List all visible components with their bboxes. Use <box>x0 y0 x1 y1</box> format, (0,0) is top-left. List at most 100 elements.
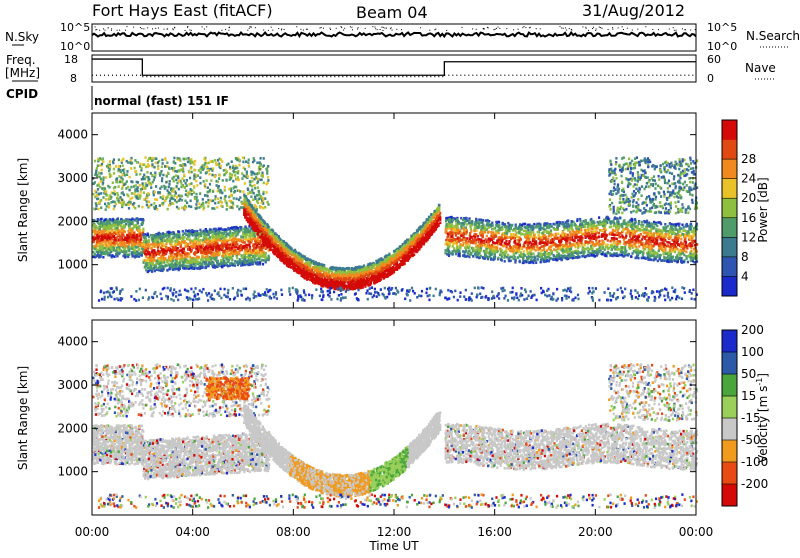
echo-cell <box>581 236 583 239</box>
echo-cell <box>147 259 149 262</box>
echo-cell <box>454 238 456 241</box>
echo-cell <box>549 225 551 228</box>
echo-cell <box>113 232 115 235</box>
echo-cell <box>121 250 123 253</box>
echo-cell <box>121 234 123 237</box>
echo-cell <box>559 222 561 225</box>
echo-cell <box>482 227 484 230</box>
echo-cell <box>645 242 647 245</box>
noise-dot <box>249 28 250 29</box>
echo-cell <box>213 257 215 260</box>
noise-dot <box>637 29 638 30</box>
echo-cell <box>556 255 558 258</box>
echo-cell <box>222 255 224 258</box>
echo-cell <box>99 250 101 253</box>
echo-cell <box>574 243 576 246</box>
freq-label-line2: [MHz] <box>5 66 40 80</box>
echo-cell <box>470 252 472 255</box>
echo-cell <box>231 235 233 238</box>
noise-dot <box>375 27 376 28</box>
echo-cell <box>489 248 491 251</box>
echo-cell <box>655 230 657 233</box>
echo-cell <box>456 241 458 244</box>
echo-cell <box>536 225 538 228</box>
echo-cell <box>134 226 136 229</box>
noise-dot <box>321 27 322 28</box>
echo-cell <box>460 227 462 230</box>
echo-cell <box>523 254 525 257</box>
echo-cell <box>111 249 113 252</box>
echo-cell <box>656 239 658 242</box>
echo-cell <box>172 260 174 263</box>
echo-cell <box>242 239 244 242</box>
echo-cell <box>116 250 118 253</box>
echo-cell <box>168 231 170 234</box>
echo-cell <box>132 227 134 230</box>
echo-cell <box>220 237 222 240</box>
echo-cell <box>470 230 472 233</box>
noise-dot <box>191 30 192 31</box>
echo-cell <box>555 235 557 238</box>
echo-cell <box>176 264 178 267</box>
noise-dot <box>187 27 188 28</box>
echo-cell <box>107 244 109 247</box>
echo-cell <box>119 238 121 241</box>
echo-cell <box>501 253 503 256</box>
echo-cell <box>482 235 484 238</box>
echo-cell <box>535 242 537 245</box>
noise-dot <box>401 29 402 30</box>
echo-cell <box>689 227 691 230</box>
noise-dot <box>472 28 473 29</box>
echo-cell <box>689 237 691 240</box>
echo-cell <box>215 233 217 236</box>
echo-cell <box>650 241 652 244</box>
echo-cell <box>650 230 652 233</box>
echo-cell <box>121 244 123 247</box>
echo-cell <box>123 243 125 246</box>
noise-dot <box>599 27 600 28</box>
echo-cell <box>122 255 124 258</box>
echo-cell <box>629 235 631 238</box>
echo-cell <box>638 245 640 248</box>
echo-cell <box>108 237 110 240</box>
echo-cell <box>506 232 508 235</box>
noise-dot <box>596 29 597 30</box>
echo-cell <box>116 227 118 230</box>
echo-cell <box>618 236 620 239</box>
echo-cell <box>213 238 215 241</box>
echo-cell <box>463 242 465 245</box>
echo-cell <box>671 239 673 242</box>
echo-cell <box>205 264 207 267</box>
echo-cell <box>594 234 596 237</box>
echo-cell <box>652 226 654 229</box>
noise-dot <box>96 29 97 30</box>
nave-tick-top: 60 <box>707 53 721 66</box>
echo-cell <box>163 245 165 248</box>
noise-right-tick-bottom: 10^0 <box>707 40 737 53</box>
echo-cell <box>532 228 534 231</box>
echo-cell <box>446 217 448 220</box>
echo-cell <box>190 245 192 248</box>
echo-cell <box>155 239 157 242</box>
echo-cell <box>226 253 228 256</box>
noise-dot <box>676 30 677 31</box>
echo-cell <box>212 235 214 238</box>
echo-cell <box>224 262 226 265</box>
echo-cell <box>542 227 544 230</box>
echo-cell <box>607 239 609 242</box>
echo-cell <box>175 268 177 271</box>
echo-cell <box>512 237 514 240</box>
echo-cell <box>588 228 590 231</box>
echo-cell <box>553 248 555 251</box>
echo-cell <box>647 246 649 249</box>
echo-cell <box>453 225 455 228</box>
echo-cell <box>254 238 256 241</box>
echo-cell <box>246 244 248 247</box>
echo-cell <box>459 246 461 249</box>
noise-dot <box>284 29 285 30</box>
echo-cell <box>237 247 239 250</box>
echo-cell <box>445 231 447 234</box>
echo-cell <box>138 249 140 252</box>
echo-cell <box>678 252 680 255</box>
